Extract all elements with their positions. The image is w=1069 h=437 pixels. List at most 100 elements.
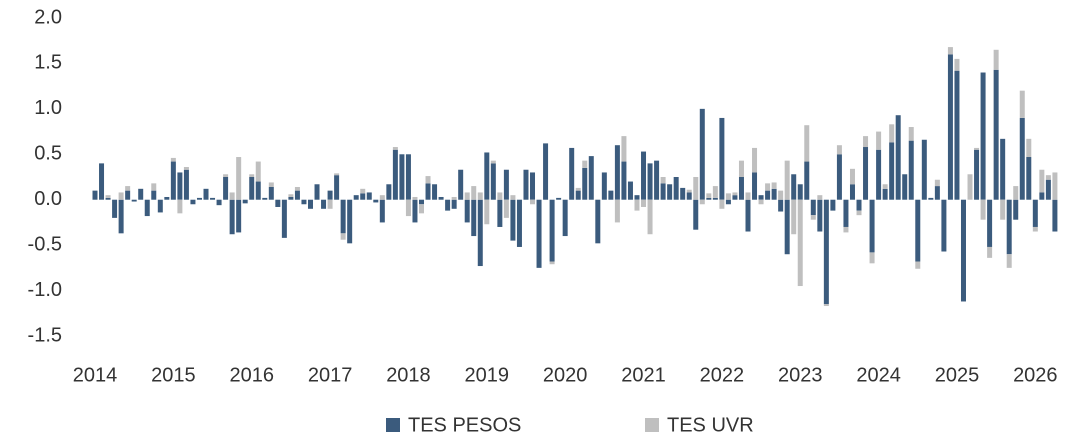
bar	[1019, 117, 1025, 200]
bar	[1032, 226, 1038, 232]
bar	[752, 172, 758, 200]
bar	[993, 69, 999, 200]
bar	[797, 184, 803, 200]
bar	[836, 154, 842, 200]
bar	[738, 177, 744, 200]
y-tick-label: 0.5	[34, 143, 62, 165]
bar	[373, 199, 379, 203]
bar	[641, 199, 647, 207]
y-tick-label: -1.0	[28, 279, 62, 301]
bar	[170, 161, 176, 200]
bar	[236, 157, 242, 200]
bar	[490, 163, 496, 200]
bar	[1032, 199, 1038, 227]
x-tick-label: 2021	[621, 364, 666, 386]
bar	[869, 199, 875, 253]
bar	[419, 204, 424, 214]
bar	[353, 195, 359, 200]
bar	[582, 160, 588, 168]
bar	[503, 169, 509, 200]
bar	[843, 226, 849, 233]
bar	[575, 187, 581, 191]
bar	[144, 199, 150, 217]
bar	[392, 149, 398, 200]
bar	[634, 195, 640, 200]
bar	[810, 215, 816, 220]
bar	[151, 183, 157, 191]
bar	[327, 190, 333, 200]
bar	[229, 199, 235, 235]
bar	[745, 199, 751, 232]
y-tick-label: 0.0	[34, 188, 62, 210]
bar	[823, 199, 829, 305]
bar	[236, 199, 242, 233]
bar	[947, 47, 953, 55]
bar	[294, 186, 300, 191]
bar	[614, 199, 620, 223]
bar	[138, 188, 144, 200]
bar	[379, 195, 385, 200]
bar	[660, 177, 666, 184]
bar	[92, 190, 98, 200]
bar	[915, 199, 921, 262]
bar	[432, 184, 438, 200]
bar	[699, 199, 705, 205]
bar	[732, 195, 738, 200]
x-tick-label: 2020	[543, 364, 588, 386]
bar	[183, 169, 189, 200]
bar	[719, 117, 725, 200]
bar	[882, 184, 888, 189]
bar	[863, 147, 869, 200]
bar	[797, 199, 803, 287]
bar	[791, 174, 797, 200]
bar	[1019, 90, 1025, 118]
bar	[921, 139, 927, 200]
y-tick-label: 1.0	[34, 97, 62, 119]
bar	[758, 195, 764, 200]
bar	[523, 169, 529, 200]
bar	[882, 188, 888, 200]
bar	[712, 197, 718, 200]
bar	[99, 163, 105, 200]
bar	[288, 196, 294, 200]
bar	[1052, 172, 1058, 200]
bar	[641, 151, 647, 200]
bar	[960, 199, 966, 302]
bar	[210, 197, 216, 200]
bar	[1039, 192, 1045, 200]
bar	[1000, 138, 1006, 200]
x-tick-label: 2016	[229, 364, 274, 386]
bar	[915, 261, 921, 269]
bar	[536, 199, 542, 268]
bar	[627, 181, 633, 200]
legend-swatch	[645, 418, 659, 432]
bar	[791, 199, 797, 235]
bar	[725, 193, 731, 200]
bar	[392, 147, 398, 150]
bar	[288, 194, 294, 197]
bar	[1013, 199, 1019, 220]
bar	[405, 154, 411, 200]
bar	[223, 177, 229, 200]
bar	[817, 195, 823, 200]
bar	[647, 199, 653, 235]
bar	[360, 193, 366, 200]
bar	[1000, 199, 1006, 220]
bar	[673, 177, 679, 200]
bar	[947, 54, 953, 200]
bar	[490, 160, 496, 164]
bar	[275, 199, 281, 207]
bar	[856, 199, 862, 211]
bar	[1006, 199, 1012, 255]
y-tick-label: 2.0	[34, 6, 62, 28]
bar	[601, 172, 607, 200]
bar	[647, 163, 653, 200]
bar	[902, 174, 908, 200]
bar	[621, 136, 627, 162]
bar	[242, 199, 248, 204]
bar	[327, 199, 333, 209]
bar	[738, 160, 744, 177]
bar	[334, 175, 340, 200]
bar	[1039, 169, 1045, 193]
